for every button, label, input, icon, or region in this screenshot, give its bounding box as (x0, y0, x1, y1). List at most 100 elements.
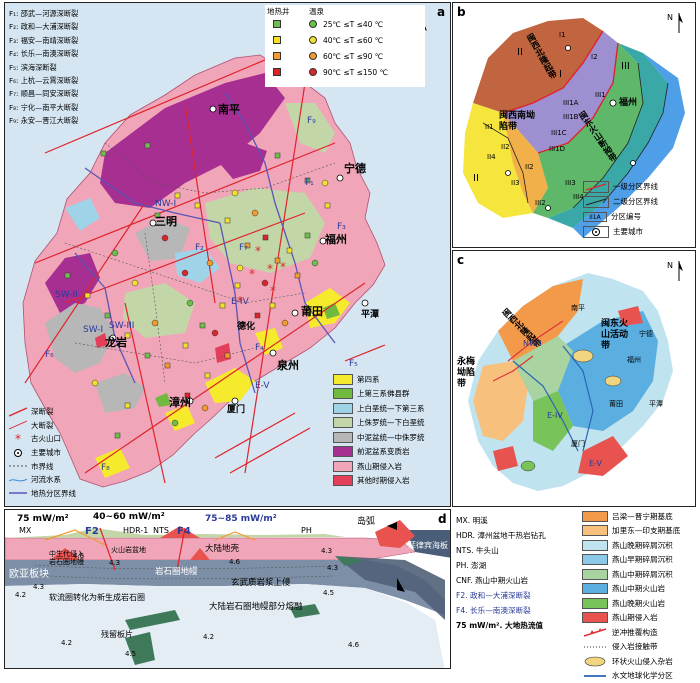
svg-text:*: * (267, 262, 273, 276)
melting-label: 大陆岩石圈地幔部分熔融 (209, 600, 303, 612)
fault-item: F₃: 福安—南靖深断裂 (9, 34, 78, 47)
temp-label: 40℃ ≤T ≤60 ℃ (323, 36, 383, 45)
city-label-dehua: 德化 (237, 319, 255, 332)
legend-label: 上侏罗统—下白垩统 (357, 417, 425, 428)
fault-item: F₉: 永安—晋江大断裂 (9, 114, 78, 127)
legend-label: 加里东—印支期基底 (612, 525, 680, 536)
panel-b-zoning-map: b N II I III II II1 II2 II3 II4 III1 III… (452, 2, 696, 248)
zone-label: E-IV (547, 411, 563, 420)
fault-item: F₈: 宁化—南平大断裂 (9, 101, 78, 114)
legend-label: 地热分区界线 (31, 488, 76, 499)
zone-code: II2 (525, 163, 534, 171)
legend-row: 主要城市 (9, 446, 119, 460)
city-label-putian: 莆田 (609, 399, 623, 409)
panel-label: b (457, 5, 466, 19)
legend-row: 主要城市 (583, 224, 658, 239)
fault-item: F₂: 政和—大浦深断裂 (9, 20, 78, 33)
zone-code: III1D (549, 145, 565, 153)
fault-label: F₃ (337, 222, 346, 232)
legend-label: 燕山期侵入岩 (612, 612, 658, 623)
legend-label: 第四系 (357, 374, 380, 385)
contact-icon (582, 641, 608, 652)
zone-label: SW-II (55, 290, 78, 300)
zone-code: III1A (563, 99, 578, 107)
unit-legend: 吕梁—晋宁期基底 加里东—印支期基底 燕山晚期碎屑沉积 燕山早期碎屑沉积 燕山中… (582, 509, 680, 683)
legend-row: 前泥盆系变质岩 (333, 445, 445, 460)
legend-row: 深断裂 (9, 405, 119, 419)
panel-label: a (437, 5, 445, 19)
fault-item: F₄: 长乐—南澳深断裂 (9, 47, 78, 60)
abbrev-item: 75 mW/m². 大地热流值 (456, 618, 546, 633)
city-label-sanming: 三明 (155, 213, 177, 229)
legend-label: 燕山中期碎屑沉积 (612, 569, 673, 580)
mantle-label: 岩石圈地幔 (155, 565, 198, 577)
zone-label: NW-I (155, 199, 176, 209)
legend-label: 深断裂 (31, 406, 54, 417)
site-label: HDR-1 (123, 526, 148, 535)
temp-label: 90℃ ≤T ≤150 ℃ (323, 68, 388, 77)
city-label-putian: 莆田 (301, 303, 323, 319)
legend-row: 一级分区界线 (583, 179, 658, 194)
city-label-ningde: 宁德 (344, 160, 366, 176)
svg-text:*: * (255, 244, 261, 258)
abbrev-item: PH. 澎湖 (456, 558, 546, 573)
legend-label: 逆冲推覆构造 (612, 627, 658, 638)
asthenosphere-label: 软流圈转化为新生成岩石圈 (49, 592, 145, 603)
fault-label: F₅ (349, 359, 358, 369)
city-icon (9, 448, 27, 458)
zone-label: SW-I (83, 325, 103, 335)
zone-name: 闽东火山活动带 (601, 319, 633, 352)
well-header: 地热井 (267, 6, 290, 16)
zone-code: III3 (565, 179, 576, 187)
legend-label: 前泥盆系变质岩 (357, 446, 410, 457)
abbrev-item: HDR. 漳州盆地干热岩钻孔 (456, 528, 546, 543)
legend-label: 主要城市 (613, 226, 643, 237)
depth-value: 4.6 (348, 641, 359, 649)
abbrev-item: NTS. 牛头山 (456, 543, 546, 558)
fault-list: F₁: 邵武—河源深断裂 F₂: 政和—大浦深断裂 F₃: 福安—南靖深断裂 F… (9, 7, 78, 128)
legend-row: 上白垩统—下第三系 (333, 401, 445, 416)
fault-label: F₉ (307, 116, 316, 126)
hydro-zone-icon (582, 670, 608, 681)
legend-row: 中泥盆统—中侏罗统 (333, 430, 445, 445)
legend-label: 中泥盆统—中侏罗统 (357, 432, 425, 443)
depth-value: 4.5 (323, 589, 334, 597)
zone-code: I1 (559, 31, 566, 39)
abbrev-list: MX. 明溪 HDR. 漳州盆地干热岩钻孔 NTS. 牛头山 PH. 澎湖 CN… (456, 513, 546, 633)
temp-row: 40℃ ≤T ≤60 ℃ (265, 35, 425, 45)
legend-label: 其他时期侵入岩 (357, 475, 410, 486)
legend-label: 主要城市 (31, 447, 61, 458)
zoning-legend: 一级分区界线 二级分区界线 II1A 分区编号 主要城市 (583, 179, 658, 239)
fault-item: F₁: 邵武—河源深断裂 (9, 7, 78, 20)
thrust-icon (582, 627, 608, 638)
site-label: NTS (153, 526, 169, 535)
city-label-nanping: 南平 (571, 303, 585, 313)
panel-c-geology-map: c N 闽西北隆起带 永梅坳陷带 闽东火山活动带 NW-I E-IV E-V 南… (452, 250, 696, 507)
legend-label: 二级分区界线 (613, 196, 658, 207)
legend-row: 燕山早期碎屑沉积 (582, 553, 680, 568)
north-arrow (679, 13, 683, 33)
zone-code: I2 (591, 53, 598, 61)
panel-label: d (438, 512, 447, 526)
abbrev-item: F2. 政和—大浦深断裂 (456, 588, 546, 603)
volcano-icon: * (9, 434, 27, 444)
legend-row: 逆冲推覆构造 (582, 625, 680, 640)
city-label-fuzhou: 福州 (627, 355, 641, 365)
legend-label: 河流水系 (31, 474, 61, 485)
legend-label: 市界线 (31, 461, 54, 472)
zone-code: II2 (501, 143, 510, 151)
fault-label: F2 (85, 526, 99, 537)
legend-row: 地热分区界线 (9, 487, 119, 501)
city-label-xiamen: 厦门 (571, 439, 585, 449)
legend-row: 大断裂 (9, 419, 119, 433)
philippine-label: 菲律宾海板块 (408, 540, 450, 562)
zone-code: III (621, 61, 630, 72)
temp-row: 25℃ ≤T ≤40 ℃ (265, 19, 425, 29)
fault-item: F₆: 上杭—云霄深断裂 (9, 74, 78, 87)
fault-item: F₇: 顺昌—同安深断裂 (9, 87, 78, 100)
fault-label: F₇ (239, 243, 248, 253)
geology-zoning-map (453, 251, 696, 507)
city-label-xiamen: 厦门 (227, 402, 245, 415)
crust-label: 大陆地壳 (205, 542, 239, 554)
section-legend: MX. 明溪 HDR. 漳州盆地干热岩钻孔 NTS. 牛头山 PH. 澎湖 CN… (454, 509, 696, 669)
